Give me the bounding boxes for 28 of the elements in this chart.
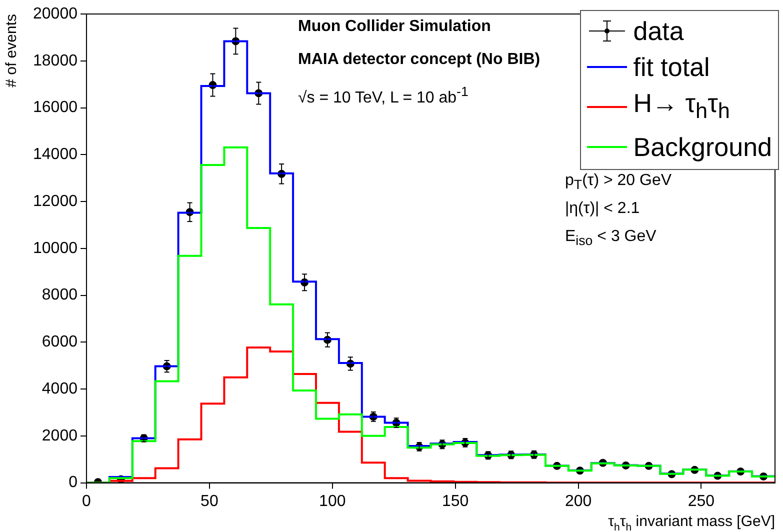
x-tick-label: 150 (442, 492, 469, 510)
annotation: MAIA detector concept (No BIB) (298, 51, 540, 69)
y-tick-label: 12000 (32, 192, 78, 210)
legend-label: fit total (633, 51, 710, 84)
x-tick-label: 100 (319, 492, 346, 510)
x-tick-label: 0 (82, 492, 92, 510)
annotation: p$_{T}$(τ) > 20 GeV (565, 172, 672, 192)
y-tick-label: 4000 (42, 380, 78, 398)
y-tick-label: 14000 (32, 146, 78, 164)
y-tick-label: 2000 (42, 427, 78, 444)
annotation: √s = 10 TeV, L = 10 ab$^{-1}$ (298, 84, 468, 108)
y-axis-title: # of events (3, 14, 20, 88)
y-tick-label: 0 (68, 474, 78, 492)
y-tick-label: 18000 (32, 52, 78, 70)
annotation: E$_{iso}$ < 3 GeV (565, 228, 656, 248)
legend-label: H→ τ$_{h}$τ$_{h}$ (633, 87, 730, 126)
annotation: Muon Collider Simulation (298, 18, 491, 36)
legend-label: data (633, 15, 684, 48)
x-tick-label: 50 (200, 492, 218, 510)
legend-label: Background (633, 131, 772, 164)
y-tick-label: 6000 (42, 334, 78, 351)
x-tick-label: 200 (564, 492, 592, 510)
y-tick-label: 8000 (42, 286, 78, 304)
y-tick-label: 20000 (32, 5, 78, 22)
annotation: |η(τ)| < 2.1 (565, 200, 640, 218)
x-tick-label: 250 (688, 492, 715, 510)
y-tick-label: 10000 (32, 240, 78, 257)
y-tick-label: 16000 (32, 99, 78, 116)
